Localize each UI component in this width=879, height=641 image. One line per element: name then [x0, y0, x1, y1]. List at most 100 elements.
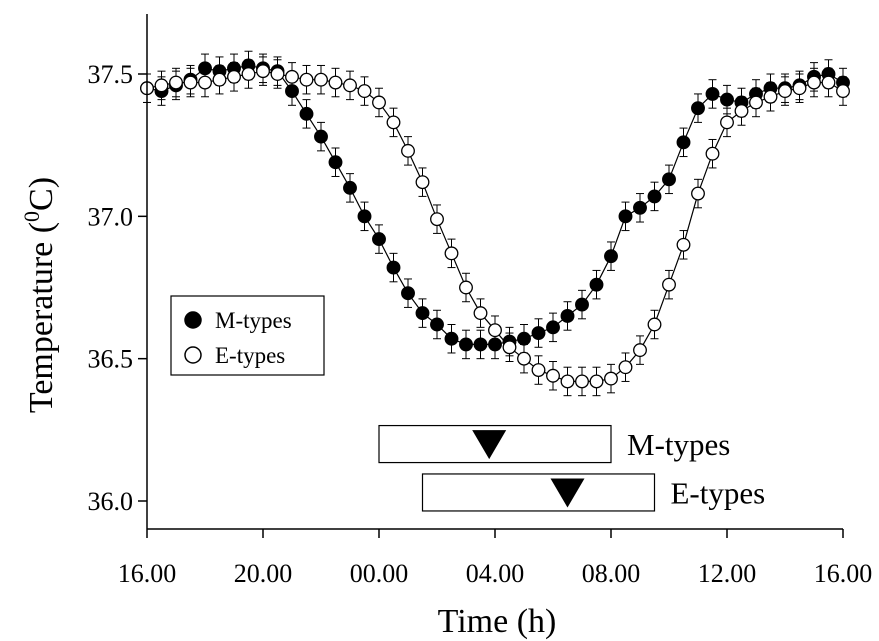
x-axis-title: Time (h)	[438, 603, 557, 640]
data-point-m-types	[415, 306, 430, 321]
data-point-e-types	[444, 246, 459, 261]
data-point-m-types	[328, 155, 343, 170]
y-tick-label: 36.0	[88, 487, 134, 516]
data-point-e-types	[647, 317, 662, 332]
data-point-e-types	[169, 75, 183, 90]
x-tick-label: 00.00	[350, 559, 409, 588]
data-point-e-types	[212, 72, 227, 87]
data-point-e-types	[183, 75, 198, 90]
phase-bar-label-m-types: M-types	[627, 427, 730, 462]
data-point-e-types	[401, 143, 415, 158]
data-point-e-types	[227, 69, 241, 84]
y-tick-label: 36.5	[88, 345, 134, 374]
data-point-e-types	[749, 95, 763, 110]
y-axis-ticks: 36.0 36.5 37.0 37.5	[88, 60, 147, 516]
data-point-e-types	[285, 69, 299, 84]
data-point-e-types	[198, 75, 212, 90]
data-point-m-types	[386, 260, 401, 275]
legend: M-types E-types	[170, 295, 325, 376]
data-point-m-types	[444, 331, 459, 346]
data-point-e-types	[531, 363, 546, 378]
legend-marker-m-types	[184, 311, 202, 329]
data-point-e-types	[604, 371, 618, 386]
data-point-m-types	[633, 200, 647, 215]
x-tick-label: 20.00	[234, 559, 293, 588]
data-point-e-types	[589, 374, 604, 389]
legend-label-e-types: E-types	[215, 343, 285, 368]
y-axis-title-superscript: 0	[19, 211, 44, 222]
data-point-m-types	[676, 135, 691, 150]
x-tick-label: 16.00	[814, 559, 873, 588]
data-point-e-types	[328, 75, 343, 90]
data-point-e-types	[502, 340, 517, 355]
phase-bar-e-types	[421, 473, 656, 512]
data-point-e-types	[560, 374, 575, 389]
legend-label-m-types: M-types	[215, 308, 292, 333]
data-point-m-types	[546, 320, 560, 335]
data-point-e-types	[691, 186, 705, 201]
data-point-e-types	[270, 67, 285, 81]
data-point-e-types	[386, 115, 401, 130]
data-point-e-types	[299, 72, 314, 87]
data-point-e-types	[415, 175, 430, 190]
data-point-e-types	[662, 277, 676, 292]
x-tick-label: 12.00	[698, 559, 757, 588]
phase-bar-label-e-types: E-types	[671, 475, 766, 510]
x-tick-label: 16.00	[118, 559, 177, 588]
data-point-m-types	[560, 309, 575, 323]
data-point-e-types	[430, 212, 444, 227]
data-point-m-types	[401, 286, 415, 301]
data-point-e-types	[241, 67, 256, 81]
data-point-e-types	[517, 351, 531, 366]
data-point-m-types	[604, 249, 618, 264]
y-tick-label: 37.5	[88, 60, 134, 89]
data-point-m-types	[705, 86, 720, 101]
data-point-e-types	[618, 360, 633, 375]
phase-bars: M-types E-types	[378, 424, 766, 512]
data-point-e-types	[314, 72, 328, 87]
y-tick-label: 37.0	[88, 202, 134, 231]
data-point-m-types	[691, 101, 705, 116]
data-point-e-types	[705, 146, 720, 161]
data-point-e-types	[372, 95, 386, 110]
data-point-m-types	[531, 326, 546, 340]
y-axis-title: Temperature (0C)	[19, 177, 60, 413]
data-point-m-types	[372, 232, 386, 247]
x-axis-ticks: 16.00 20.00 00.00 04.00 08.00 12.00 16.00	[118, 529, 873, 588]
plot-area	[140, 50, 850, 397]
y-axis-title-suffix: C)	[23, 177, 60, 211]
phase-marker-m-types	[472, 430, 507, 460]
data-point-e-types	[676, 237, 691, 252]
data-point-e-types	[154, 78, 169, 93]
data-point-m-types	[430, 317, 444, 332]
series-layer	[140, 58, 850, 389]
data-point-e-types	[357, 84, 372, 99]
data-point-m-types	[314, 129, 328, 144]
data-point-m-types	[459, 337, 473, 352]
data-point-m-types	[662, 172, 676, 187]
data-point-m-types	[589, 277, 604, 292]
data-point-m-types	[647, 189, 662, 204]
data-point-e-types	[821, 75, 836, 90]
data-point-m-types	[618, 209, 633, 224]
data-point-e-types	[488, 323, 502, 338]
data-point-m-types	[343, 180, 357, 195]
data-point-e-types	[792, 81, 807, 96]
data-point-e-types	[473, 306, 488, 321]
data-point-e-types	[575, 374, 589, 389]
data-point-e-types	[734, 104, 749, 118]
data-point-m-types	[575, 297, 589, 312]
x-tick-label: 04.00	[466, 559, 525, 588]
data-point-e-types	[836, 84, 850, 99]
data-point-e-types	[256, 64, 270, 79]
y-axis-title-prefix: Temperature (	[23, 222, 60, 413]
data-point-m-types	[299, 106, 314, 121]
data-point-m-types	[488, 337, 502, 352]
data-point-m-types	[285, 84, 299, 99]
data-point-e-types	[763, 89, 778, 104]
phase-marker-e-types	[550, 478, 585, 508]
data-point-m-types	[473, 337, 488, 352]
data-point-e-types	[720, 115, 734, 130]
data-point-e-types	[807, 75, 821, 90]
data-point-m-types	[720, 92, 734, 107]
